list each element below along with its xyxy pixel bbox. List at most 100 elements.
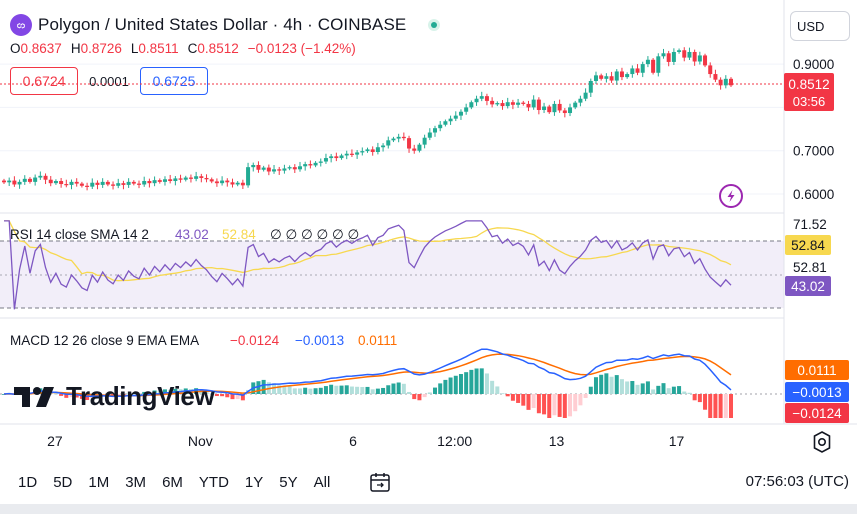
symbol-row: Polygon / United States Dollar · 4h · CO… <box>10 13 441 37</box>
macd-line <box>3 348 732 398</box>
sell-button[interactable]: 0.6724 <box>10 67 78 95</box>
candle-body <box>401 136 406 139</box>
macd-histogram-bar <box>505 394 510 397</box>
candle-body <box>90 182 95 187</box>
macd-histogram-bar <box>625 381 630 394</box>
close-label: C <box>187 41 198 56</box>
candle-body <box>329 156 334 159</box>
candle-body <box>142 181 147 185</box>
candle-body <box>121 183 126 185</box>
candle-body <box>500 103 505 107</box>
candle-body <box>391 138 396 141</box>
currency-selector[interactable]: USD <box>790 11 850 41</box>
rsi-sma-line <box>4 220 732 282</box>
timeframe-6m[interactable]: 6M <box>162 473 183 491</box>
symbol-title[interactable]: Polygon / United States Dollar · 4h · CO… <box>38 15 407 34</box>
macd-legend: MACD 12 26 close 9 EMA EMA <box>10 333 199 348</box>
macd-histogram-bar <box>53 393 58 395</box>
candle-body <box>272 169 277 172</box>
candle-body <box>677 50 682 52</box>
macd-histogram-bar <box>407 391 412 394</box>
candle-body <box>22 178 27 182</box>
time-axis-tick: 6 <box>349 433 357 449</box>
macd-histogram-bar <box>604 373 609 394</box>
macd-histogram-bar <box>484 373 489 394</box>
date-range-icon[interactable] <box>368 470 392 494</box>
buy-button[interactable]: 0.6725 <box>140 67 208 95</box>
candle-body <box>630 68 635 75</box>
macd-histogram-bar <box>531 394 536 408</box>
candle-body <box>635 68 640 73</box>
rsi-axis-top: 71.52 <box>793 217 827 232</box>
candle-body <box>599 75 604 79</box>
candle-body <box>349 153 354 155</box>
macd-histogram-bar <box>157 390 162 394</box>
candle-body <box>645 59 650 65</box>
candle-body <box>137 183 142 185</box>
tradingview-watermark[interactable]: TradingView <box>14 381 215 412</box>
utc-clock[interactable]: 07:56:03 (UTC) <box>745 473 849 490</box>
macd-histogram-bar <box>79 394 84 399</box>
candle-body <box>625 74 630 78</box>
timeframe-5d[interactable]: 5D <box>53 473 73 491</box>
macd-histogram-bar <box>188 389 193 394</box>
candle-body <box>521 102 526 104</box>
macd-histogram-bar <box>542 394 547 415</box>
candle-body <box>552 103 557 113</box>
timeframe-all[interactable]: All <box>313 473 331 491</box>
candle-body <box>152 180 157 184</box>
macd-histogram-bar <box>687 392 692 394</box>
candle-body <box>671 51 676 62</box>
candle-body <box>111 184 116 186</box>
timeframe-ytd[interactable]: YTD <box>198 473 229 491</box>
macd-histogram-bar <box>256 381 261 394</box>
candle-body <box>277 169 282 171</box>
macd-histogram-bar <box>635 384 640 394</box>
macd-histogram-bar <box>510 394 515 401</box>
chart-canvas[interactable]: 0.9000 0.7000 0.6000 0.8512 03:56 RSI 14 c… <box>0 0 857 460</box>
watermark-text: TradingView <box>66 381 215 411</box>
price-axis-tick: 0.7000 <box>793 144 834 159</box>
candle-body <box>209 179 214 182</box>
macd-histogram-bar <box>339 385 344 394</box>
macd-legend-signal: 0.0111 <box>358 333 397 348</box>
candle-body <box>256 164 261 170</box>
macd-histogram-bar <box>261 379 266 394</box>
macd-histogram-bar <box>162 389 167 394</box>
candle-body <box>682 50 687 58</box>
candle-body <box>407 138 412 149</box>
timeframe-5y[interactable]: 5Y <box>279 473 298 491</box>
macd-histogram-bar <box>656 385 661 394</box>
macd-histogram-bar <box>422 394 427 398</box>
macd-histogram-bar <box>703 394 708 410</box>
candle-body <box>95 182 100 185</box>
candle-body <box>2 180 6 183</box>
candle-body <box>168 179 173 182</box>
candle-body <box>43 175 48 180</box>
polygon-logo-icon <box>10 14 32 36</box>
macd-histogram-bar <box>318 387 323 394</box>
settings-icon[interactable] <box>811 431 833 453</box>
candle-body <box>199 176 204 178</box>
macd-histogram-bar <box>479 368 484 394</box>
macd-histogram-bar <box>313 388 318 394</box>
candle-body <box>396 136 401 139</box>
macd-histogram-bar <box>583 394 588 398</box>
macd-histogram-bar <box>303 387 308 394</box>
candle-body <box>53 181 58 184</box>
candle-body <box>292 167 297 170</box>
timeframe-1y[interactable]: 1Y <box>244 473 264 491</box>
macd-histogram-bar <box>453 375 458 394</box>
candle-body <box>297 166 302 170</box>
candle-body <box>573 102 578 108</box>
macd-histogram-bar <box>708 394 713 418</box>
timeframe-1d[interactable]: 1D <box>18 473 38 491</box>
timeframe-1m[interactable]: 1M <box>88 473 110 491</box>
rsi-sma-value-label: 52.84 <box>785 235 831 255</box>
candle-body <box>105 181 110 185</box>
candle-body <box>323 158 328 162</box>
candle-body <box>656 56 661 73</box>
timeframe-3m[interactable]: 3M <box>125 473 147 491</box>
high-value: 0.8726 <box>80 41 122 56</box>
candle-body <box>729 78 733 86</box>
